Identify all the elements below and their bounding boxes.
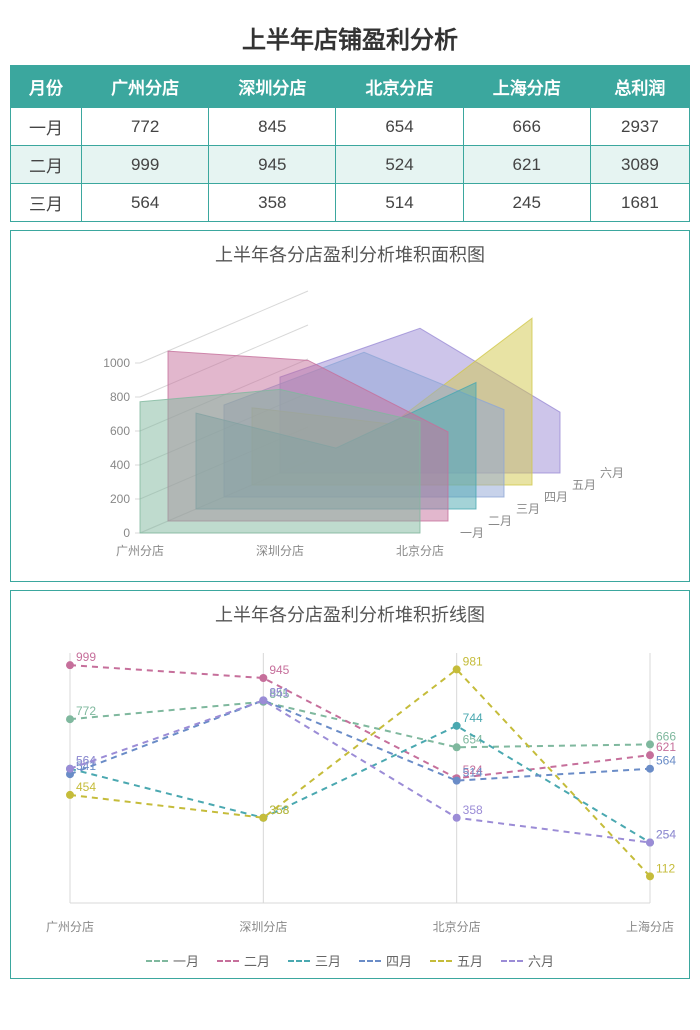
legend-swatch xyxy=(359,960,381,962)
table-cell: 524 xyxy=(336,146,463,184)
table-cell: 三月 xyxy=(11,184,82,222)
svg-text:五月: 五月 xyxy=(572,478,596,492)
legend-label: 六月 xyxy=(528,951,554,970)
legend-item: 二月 xyxy=(217,951,270,970)
table-cell: 358 xyxy=(209,184,336,222)
svg-text:744: 744 xyxy=(463,711,483,725)
svg-text:851: 851 xyxy=(269,685,289,699)
table-header: 上海分店 xyxy=(463,66,590,108)
svg-text:112: 112 xyxy=(656,861,675,875)
table-cell: 945 xyxy=(209,146,336,184)
table-cell: 999 xyxy=(82,146,209,184)
svg-text:800: 800 xyxy=(110,390,130,404)
svg-text:三月: 三月 xyxy=(516,502,540,516)
table-header: 月份 xyxy=(11,66,82,108)
svg-text:981: 981 xyxy=(463,654,483,668)
svg-text:772: 772 xyxy=(76,704,96,718)
svg-text:广州分店: 广州分店 xyxy=(46,920,94,934)
legend-label: 三月 xyxy=(315,951,341,970)
svg-text:999: 999 xyxy=(76,650,96,664)
page-title: 上半年店铺盈利分析 xyxy=(10,10,690,65)
svg-text:一月: 一月 xyxy=(460,526,484,540)
svg-text:600: 600 xyxy=(110,424,130,438)
table-cell: 3089 xyxy=(590,146,689,184)
area-chart-title: 上半年各分店盈利分析堆积面积图 xyxy=(19,241,681,267)
legend-swatch xyxy=(430,960,452,962)
legend-swatch xyxy=(217,960,239,962)
table-cell: 514 xyxy=(336,184,463,222)
table-cell: 2937 xyxy=(590,108,689,146)
svg-text:358: 358 xyxy=(269,803,289,817)
area-chart-panel: 上半年各分店盈利分析堆积面积图 0 200 400 600 800 1000 六月五月四月三… xyxy=(10,230,690,582)
line-chart: 广州分店深圳分店北京分店上海分店772845654666999945524621… xyxy=(20,633,680,943)
svg-text:0: 0 xyxy=(123,526,130,540)
line-chart-title: 上半年各分店盈利分析堆积折线图 xyxy=(19,601,681,627)
svg-text:六月: 六月 xyxy=(600,466,624,480)
table-row: 一月7728456546662937 xyxy=(11,108,690,146)
svg-text:621: 621 xyxy=(656,740,676,754)
area-chart: 0 200 400 600 800 1000 六月五月四月三月二月一月广州分店 深圳分店 北京分… xyxy=(20,273,680,573)
legend-swatch xyxy=(288,960,310,962)
legend-item: 三月 xyxy=(288,951,341,970)
svg-text:1000: 1000 xyxy=(103,356,130,370)
table-header: 北京分店 xyxy=(336,66,463,108)
legend-item: 五月 xyxy=(430,951,483,970)
legend-label: 五月 xyxy=(457,951,483,970)
svg-text:上海分店: 上海分店 xyxy=(626,919,674,934)
legend-swatch xyxy=(501,960,523,962)
svg-text:400: 400 xyxy=(110,458,130,472)
svg-text:深圳分店: 深圳分店 xyxy=(239,920,287,934)
legend-item: 四月 xyxy=(359,951,412,970)
line-chart-legend: 一月 二月 三月 四月 五月 六月 xyxy=(19,951,681,970)
svg-text:北京分店: 北京分店 xyxy=(396,544,444,558)
table-cell: 845 xyxy=(209,108,336,146)
legend-label: 二月 xyxy=(244,951,270,970)
table-row: 二月9999455246213089 xyxy=(11,146,690,184)
svg-text:564: 564 xyxy=(656,754,676,768)
svg-text:200: 200 xyxy=(110,492,130,506)
svg-text:564: 564 xyxy=(76,754,96,768)
legend-label: 一月 xyxy=(173,951,199,970)
svg-text:254: 254 xyxy=(656,828,676,842)
table-header: 广州分店 xyxy=(82,66,209,108)
legend-item: 一月 xyxy=(146,951,199,970)
table-cell: 621 xyxy=(463,146,590,184)
svg-text:454: 454 xyxy=(76,780,96,794)
table-cell: 245 xyxy=(463,184,590,222)
svg-text:二月: 二月 xyxy=(488,514,512,528)
table-cell: 666 xyxy=(463,108,590,146)
svg-text:514: 514 xyxy=(463,766,483,780)
legend-item: 六月 xyxy=(501,951,554,970)
svg-text:广州分店: 广州分店 xyxy=(116,544,164,558)
svg-text:四月: 四月 xyxy=(544,490,568,504)
table-cell: 一月 xyxy=(11,108,82,146)
legend-label: 四月 xyxy=(386,951,412,970)
table-cell: 1681 xyxy=(590,184,689,222)
line-chart-panel: 上半年各分店盈利分析堆积折线图 广州分店深圳分店北京分店上海分店77284565… xyxy=(10,590,690,979)
svg-text:北京分店: 北京分店 xyxy=(433,920,481,934)
table-cell: 772 xyxy=(82,108,209,146)
profit-table: 月份广州分店深圳分店北京分店上海分店总利润 一月7728456546662937… xyxy=(10,65,690,222)
table-row: 三月5643585142451681 xyxy=(11,184,690,222)
table-header: 总利润 xyxy=(590,66,689,108)
table-cell: 654 xyxy=(336,108,463,146)
svg-text:358: 358 xyxy=(463,803,483,817)
legend-swatch xyxy=(146,960,168,962)
table-cell: 564 xyxy=(82,184,209,222)
svg-text:深圳分店: 深圳分店 xyxy=(256,544,304,558)
table-cell: 二月 xyxy=(11,146,82,184)
table-header: 深圳分店 xyxy=(209,66,336,108)
svg-text:945: 945 xyxy=(269,663,289,677)
